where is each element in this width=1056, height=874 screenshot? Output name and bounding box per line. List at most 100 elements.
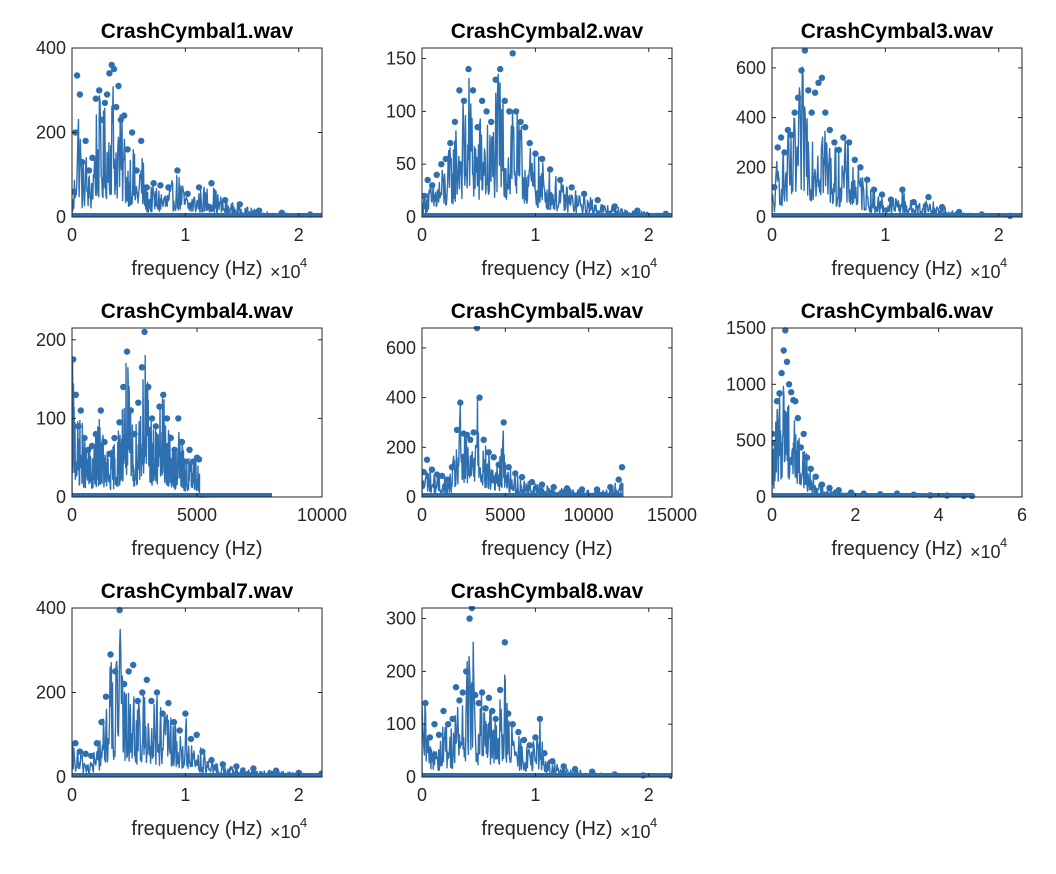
- plot-area: [422, 606, 672, 779]
- peak-marker: [536, 715, 544, 723]
- peak-marker: [938, 203, 946, 211]
- peak-marker: [77, 407, 85, 414]
- peak-marker: [512, 470, 519, 477]
- x-tick-label: 6: [1017, 505, 1027, 525]
- plot-area: [72, 606, 322, 778]
- peak-marker: [474, 124, 481, 131]
- y-tick-label: 400: [386, 388, 416, 408]
- peak-marker: [791, 109, 798, 116]
- peak-marker: [101, 438, 108, 446]
- peak-marker: [788, 389, 795, 396]
- peak-marker: [167, 434, 174, 442]
- x-tick-label: 15000: [647, 505, 697, 525]
- peak-marker: [165, 699, 172, 707]
- peak-marker: [927, 492, 934, 499]
- peak-marker: [160, 391, 167, 398]
- x-exponent-label: ×10: [620, 822, 651, 842]
- peak-marker: [143, 184, 150, 191]
- x-tick-label: 0: [417, 225, 427, 245]
- y-tick-label: 150: [386, 49, 416, 69]
- peak-marker: [835, 146, 843, 154]
- peak-marker: [133, 167, 140, 174]
- peak-marker: [826, 484, 833, 492]
- x-axis-label: frequency (Hz): [131, 258, 262, 280]
- peak-marker: [857, 164, 864, 171]
- peak-marker: [568, 184, 575, 191]
- peak-marker: [797, 444, 804, 451]
- peak-marker: [515, 728, 522, 736]
- peak-marker: [788, 131, 795, 139]
- y-tick-label: 0: [56, 207, 66, 227]
- peak-marker: [845, 139, 853, 146]
- spectrum-floor: [72, 773, 322, 777]
- peak-marker: [72, 356, 77, 363]
- axes-box: [71, 327, 323, 498]
- peak-marker: [187, 735, 195, 743]
- spectrum-floor: [422, 493, 623, 497]
- peak-marker: [808, 109, 815, 116]
- peak-marker: [925, 193, 932, 201]
- peak-marker: [467, 436, 474, 443]
- peak-marker: [615, 476, 622, 483]
- peak-marker: [457, 399, 464, 406]
- peak-marker: [778, 369, 785, 377]
- peak-marker: [127, 407, 134, 414]
- peak-marker: [505, 710, 512, 717]
- x-exponent-power: 4: [650, 255, 657, 270]
- x-tick-label: 10000: [297, 505, 347, 525]
- x-tick-label: 5000: [485, 505, 525, 525]
- peak-marker: [777, 134, 785, 141]
- peak-marker: [152, 423, 159, 430]
- peak-marker: [272, 767, 280, 774]
- subplot-5: CrashCymbal5.wav 0 5000 10000 15000 0 200 400 60…: [386, 300, 697, 560]
- peak-marker: [781, 149, 788, 156]
- peak-marker: [864, 176, 871, 183]
- peak-marker: [517, 118, 524, 126]
- spectrum-floor: [422, 213, 672, 217]
- peak-marker: [426, 734, 434, 741]
- peak-marker: [465, 65, 472, 73]
- peak-marker: [92, 95, 100, 102]
- peak-marker: [111, 668, 119, 675]
- subplot-1: CrashCymbal1.wav 0 1 2 0 200 400 frequency (Hz)…: [36, 20, 323, 282]
- peak-marker: [772, 184, 778, 191]
- peak-marker: [794, 94, 802, 101]
- spectrum-line: [422, 73, 672, 218]
- peak-marker: [978, 211, 985, 218]
- peak-marker: [541, 750, 548, 757]
- y-tick-label: 400: [36, 38, 66, 58]
- peak-marker: [145, 383, 152, 391]
- peak-marker: [505, 464, 512, 471]
- peak-marker: [131, 430, 138, 438]
- peak-marker: [489, 707, 496, 715]
- y-tick-label: 0: [756, 487, 766, 507]
- peak-marker: [92, 430, 100, 438]
- peak-marker: [780, 347, 787, 354]
- x-axis-label: frequency (Hz): [481, 538, 612, 560]
- spectrum-floor: [72, 493, 272, 497]
- peak-marker: [532, 734, 539, 741]
- peak-marker: [199, 748, 206, 755]
- y-tick-label: 200: [386, 661, 416, 681]
- peak-marker: [148, 697, 155, 705]
- y-tick-label: 200: [36, 683, 66, 703]
- peak-marker: [221, 196, 229, 204]
- peak-marker: [138, 137, 145, 145]
- subplot-title: CrashCymbal7.wav: [101, 580, 294, 603]
- x-exponent-label: ×10: [970, 262, 1001, 282]
- peak-marker: [870, 186, 878, 193]
- peak-marker: [482, 705, 489, 712]
- x-tick-label: 0: [417, 785, 427, 805]
- peak-marker: [428, 466, 436, 473]
- peak-marker: [72, 740, 79, 747]
- peak-marker: [73, 72, 81, 79]
- peak-marker: [831, 139, 838, 146]
- x-tick-label: 1: [180, 785, 190, 805]
- peak-marker: [130, 661, 137, 669]
- peak-marker: [478, 97, 486, 105]
- x-exponent-power: 4: [300, 255, 307, 270]
- x-exponent-label: ×10: [270, 822, 301, 842]
- peak-marker: [106, 70, 113, 77]
- axes-box: [771, 327, 1023, 498]
